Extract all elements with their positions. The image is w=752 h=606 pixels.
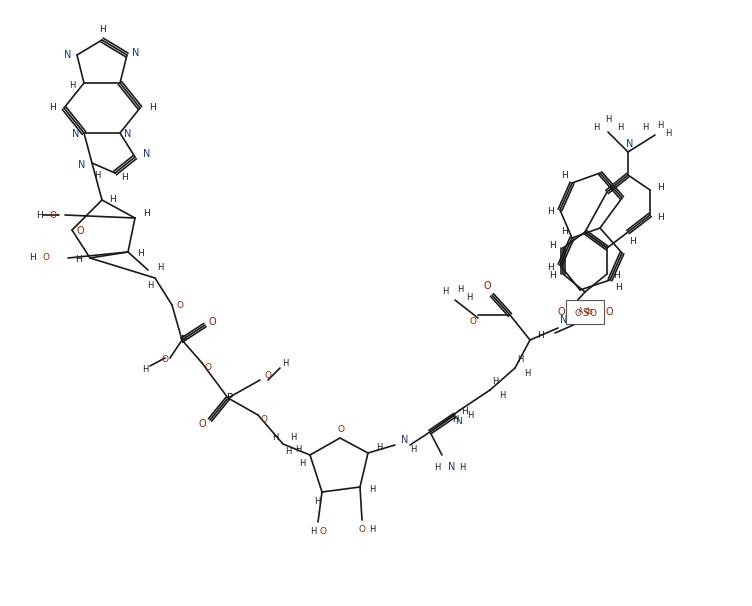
Text: P: P (227, 393, 233, 403)
Text: H: H (314, 498, 320, 507)
Text: H: H (29, 253, 36, 262)
Text: O: O (469, 318, 477, 327)
Text: H: H (499, 390, 505, 399)
Text: H: H (271, 433, 278, 442)
Text: O: O (484, 281, 491, 291)
Text: H: H (69, 81, 75, 90)
Text: H: H (285, 447, 291, 456)
Text: O: O (177, 301, 183, 310)
Text: H: H (465, 293, 472, 302)
Text: H: H (282, 359, 288, 367)
Text: O: O (162, 355, 168, 364)
Text: O: O (208, 317, 216, 327)
Text: O: O (205, 362, 211, 371)
Text: H: H (456, 285, 463, 295)
Text: H: H (517, 356, 523, 364)
Text: P: P (181, 335, 187, 345)
Text: H: H (368, 525, 375, 534)
Text: H: H (547, 262, 553, 271)
Text: H: H (143, 210, 150, 219)
Text: O: O (605, 307, 613, 317)
Text: H: H (310, 527, 316, 536)
Text: N: N (402, 435, 408, 445)
Text: H: H (605, 116, 611, 124)
Text: O: O (338, 424, 344, 433)
Text: H: H (122, 173, 129, 182)
Text: O: O (575, 308, 581, 318)
Text: H: H (410, 445, 416, 454)
Text: N: N (65, 50, 71, 60)
Text: H: H (137, 250, 144, 259)
Text: H: H (617, 122, 623, 132)
Text: H: H (593, 122, 599, 132)
Text: H: H (614, 271, 620, 281)
Text: H: H (49, 104, 56, 113)
Text: O: O (50, 210, 56, 219)
Text: O: O (260, 415, 268, 424)
Text: H: H (569, 307, 575, 316)
Text: O: O (199, 419, 206, 429)
Text: H: H (147, 282, 153, 290)
Text: O: O (590, 308, 596, 318)
Text: H: H (614, 284, 621, 293)
Text: N: N (72, 129, 80, 139)
Text: H: H (524, 368, 530, 378)
Text: N: N (560, 315, 568, 325)
Text: H: H (467, 410, 473, 419)
Text: O: O (359, 525, 365, 534)
Text: O: O (557, 307, 565, 317)
Text: N: N (124, 129, 132, 139)
Text: H: H (110, 196, 117, 204)
Text: H: H (492, 378, 498, 387)
Text: H: H (550, 242, 556, 250)
Text: N: N (132, 48, 140, 58)
Text: N: N (144, 149, 150, 159)
Text: H: H (629, 238, 636, 247)
Text: H: H (149, 104, 156, 113)
Text: H: H (290, 433, 296, 442)
Text: H: H (94, 170, 100, 179)
Text: H: H (442, 287, 448, 296)
Text: H: H (299, 459, 305, 467)
Text: H: H (142, 365, 148, 375)
FancyBboxPatch shape (566, 300, 604, 324)
Text: H: H (641, 122, 648, 132)
Text: H: H (99, 24, 105, 33)
Text: H: H (157, 264, 163, 273)
Text: H: H (656, 184, 663, 193)
Text: ds: ds (584, 307, 593, 316)
Text: A: A (578, 307, 584, 316)
Text: H: H (459, 462, 465, 471)
Text: O: O (320, 527, 326, 536)
Text: N: N (78, 160, 86, 170)
Text: H: H (561, 227, 567, 236)
Text: N: N (626, 139, 634, 149)
Text: H: H (452, 416, 458, 424)
Text: O: O (43, 253, 50, 262)
Text: H: H (547, 207, 553, 216)
Text: H: H (537, 330, 544, 339)
Text: H: H (368, 485, 375, 493)
Text: O: O (76, 226, 83, 236)
Text: H: H (36, 210, 43, 219)
Text: H: H (462, 407, 468, 416)
Text: S: S (582, 308, 588, 318)
Text: H: H (74, 256, 81, 264)
Text: O: O (265, 370, 271, 379)
Text: H: H (665, 128, 672, 138)
Text: N: N (455, 418, 462, 427)
Text: H: H (550, 271, 556, 281)
Text: H: H (561, 171, 567, 181)
Text: H: H (656, 121, 663, 130)
Text: H: H (376, 444, 382, 453)
Text: H: H (434, 462, 440, 471)
Text: H: H (656, 213, 663, 222)
Text: H: H (295, 445, 302, 454)
Text: N: N (448, 462, 456, 472)
